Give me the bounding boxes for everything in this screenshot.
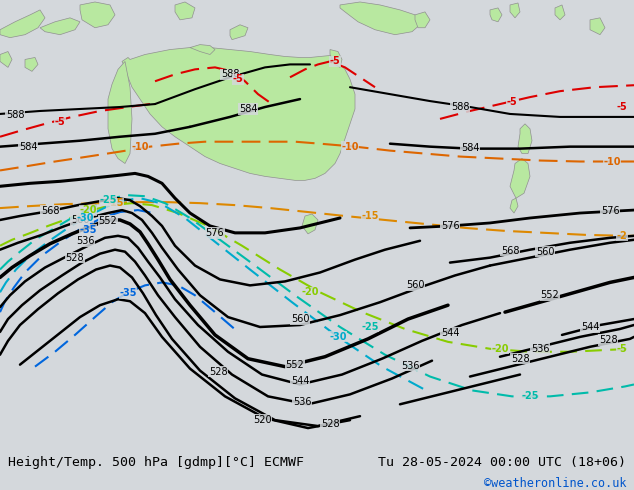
Text: 560: 560 <box>71 215 89 225</box>
Polygon shape <box>122 48 355 180</box>
Text: -20: -20 <box>491 344 508 354</box>
Text: 528: 528 <box>598 335 618 345</box>
Text: 576: 576 <box>600 206 619 216</box>
Text: Height/Temp. 500 hPa [gdmp][°C] ECMWF: Height/Temp. 500 hPa [gdmp][°C] ECMWF <box>8 456 304 469</box>
Text: -25: -25 <box>361 322 378 332</box>
Text: 536: 536 <box>401 361 419 370</box>
Polygon shape <box>510 198 518 213</box>
Text: 536: 536 <box>531 344 549 354</box>
Text: -5: -5 <box>617 102 628 112</box>
Text: -25: -25 <box>100 195 117 205</box>
Text: 552: 552 <box>286 360 304 369</box>
Polygon shape <box>0 51 12 68</box>
Text: 528: 528 <box>321 419 339 429</box>
Polygon shape <box>80 2 115 28</box>
Text: -5: -5 <box>507 97 517 107</box>
Polygon shape <box>510 159 530 198</box>
Text: 520: 520 <box>253 415 271 425</box>
Text: 536: 536 <box>293 397 311 407</box>
Text: 552: 552 <box>541 290 559 300</box>
Text: 544: 544 <box>581 322 599 332</box>
Text: 552: 552 <box>99 216 117 226</box>
Polygon shape <box>555 5 565 20</box>
Text: -30: -30 <box>329 332 347 342</box>
Text: Tu 28-05-2024 00:00 UTC (18+06): Tu 28-05-2024 00:00 UTC (18+06) <box>378 456 626 469</box>
Text: -10: -10 <box>131 142 149 151</box>
Text: -15: -15 <box>361 211 378 221</box>
Text: 544: 544 <box>291 376 309 387</box>
Text: -20: -20 <box>79 205 97 215</box>
Polygon shape <box>340 2 420 35</box>
Polygon shape <box>302 214 318 234</box>
Text: 528: 528 <box>209 367 228 377</box>
Polygon shape <box>490 8 502 22</box>
Text: 588: 588 <box>221 69 239 79</box>
Text: -30: -30 <box>76 213 94 223</box>
Text: -2: -2 <box>617 231 628 241</box>
Text: 560: 560 <box>406 280 424 291</box>
Text: -5: -5 <box>617 344 628 354</box>
Text: -35: -35 <box>119 288 137 298</box>
Text: 584: 584 <box>19 142 37 151</box>
Polygon shape <box>40 18 80 35</box>
Polygon shape <box>230 25 248 40</box>
Polygon shape <box>25 57 38 72</box>
Text: 584: 584 <box>461 143 479 153</box>
Polygon shape <box>190 45 215 54</box>
Polygon shape <box>108 61 132 164</box>
Text: 588: 588 <box>451 102 469 112</box>
Text: -10: -10 <box>603 156 621 167</box>
Text: 568: 568 <box>41 206 59 216</box>
Text: 588: 588 <box>6 110 24 120</box>
Text: 560: 560 <box>291 314 309 324</box>
Text: 544: 544 <box>441 328 459 338</box>
Text: 576: 576 <box>441 221 459 231</box>
Text: -20: -20 <box>301 287 319 297</box>
Text: -5: -5 <box>55 117 65 127</box>
Text: -35: -35 <box>79 225 97 235</box>
Text: 528: 528 <box>66 253 84 263</box>
Polygon shape <box>0 10 45 38</box>
Text: 576: 576 <box>205 228 224 238</box>
Text: 584: 584 <box>239 104 257 114</box>
Text: -5: -5 <box>233 74 243 84</box>
Polygon shape <box>518 124 532 153</box>
Polygon shape <box>415 12 430 28</box>
Polygon shape <box>175 2 195 20</box>
Polygon shape <box>330 49 342 68</box>
Text: 528: 528 <box>511 354 529 364</box>
Text: -5: -5 <box>330 56 340 67</box>
Text: 560: 560 <box>536 246 554 257</box>
Polygon shape <box>510 3 520 18</box>
Text: -10: -10 <box>341 142 359 151</box>
Text: -25: -25 <box>521 392 539 401</box>
Text: 568: 568 <box>501 245 519 256</box>
Polygon shape <box>590 18 605 35</box>
Text: ©weatheronline.co.uk: ©weatheronline.co.uk <box>484 477 626 490</box>
Text: 536: 536 <box>75 236 94 246</box>
Text: -15: -15 <box>107 198 124 208</box>
